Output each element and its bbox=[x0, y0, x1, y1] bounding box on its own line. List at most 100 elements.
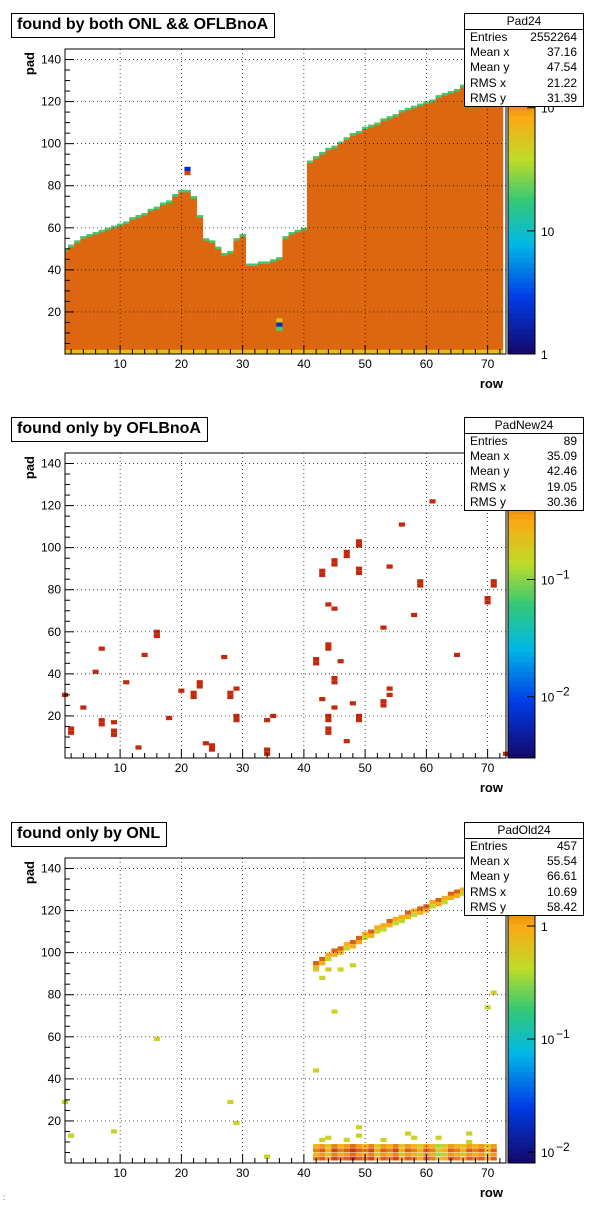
column-bottom-bin bbox=[270, 349, 277, 354]
data-bin bbox=[98, 722, 105, 727]
palette-bin bbox=[508, 630, 535, 637]
band-bin bbox=[404, 1148, 412, 1153]
column-edge-bin bbox=[362, 126, 369, 130]
column-bottom-bin bbox=[404, 349, 412, 354]
data-bin bbox=[68, 726, 75, 731]
palette-bin bbox=[508, 328, 535, 335]
diagonal-bin bbox=[441, 900, 448, 905]
data-bin bbox=[325, 602, 332, 607]
band-bin bbox=[374, 1148, 381, 1153]
data-column bbox=[123, 221, 130, 352]
palette-bin bbox=[508, 954, 535, 961]
footer-mark: : bbox=[3, 1193, 6, 1202]
diagonal-bin bbox=[355, 940, 363, 945]
plot-frame bbox=[64, 857, 507, 1164]
column-bottom-bin bbox=[490, 349, 498, 354]
data-column bbox=[184, 189, 191, 352]
palette-bin bbox=[508, 298, 535, 304]
palette-bin bbox=[508, 293, 535, 299]
stats-row-mean-y: Mean y 66.61 bbox=[470, 869, 577, 884]
palette-tick-label: 10 bbox=[541, 225, 555, 239]
palette-bin bbox=[508, 140, 535, 146]
data-bin bbox=[325, 642, 332, 647]
palette-bin bbox=[508, 712, 535, 718]
diagonal-bin bbox=[404, 910, 412, 915]
column-bottom-bin bbox=[74, 349, 81, 354]
diagonal-bin bbox=[343, 946, 350, 951]
data-bin bbox=[178, 688, 185, 693]
data-bin bbox=[110, 732, 118, 737]
band-bin bbox=[331, 1156, 338, 1161]
data-bin bbox=[233, 713, 240, 719]
column-edge-bin bbox=[319, 152, 326, 155]
column-edge-bin bbox=[239, 234, 246, 237]
data-bin bbox=[484, 1005, 491, 1010]
data-bin bbox=[227, 1099, 234, 1105]
palette-bin bbox=[508, 130, 535, 136]
diagonal-bin bbox=[337, 946, 344, 951]
data-bin bbox=[404, 1131, 412, 1136]
y-tick-label: 100 bbox=[41, 137, 61, 151]
y-tick-label: 20 bbox=[48, 1114, 62, 1128]
x-axis-title: row bbox=[480, 376, 504, 391]
column-edge-bin bbox=[92, 232, 99, 235]
data-bin bbox=[325, 967, 332, 972]
data-column bbox=[159, 202, 167, 352]
data-bin bbox=[233, 686, 240, 691]
palette-bin bbox=[508, 949, 535, 955]
x-tick-label: 50 bbox=[358, 1166, 372, 1180]
diagonal-bin bbox=[368, 929, 375, 934]
column-bottom-bin bbox=[282, 349, 289, 354]
diagonal-bin bbox=[386, 919, 393, 924]
palette-bin bbox=[508, 333, 535, 340]
palette-bin bbox=[508, 559, 535, 566]
palette-bin bbox=[508, 1076, 535, 1083]
diagonal-bin bbox=[331, 952, 338, 957]
column-bottom-bin bbox=[429, 349, 436, 354]
palette-tick-label: 1 bbox=[541, 348, 548, 362]
column-bottom-bin bbox=[319, 349, 326, 354]
palette-bin bbox=[508, 150, 535, 157]
palette-bin bbox=[508, 707, 535, 713]
column-bottom-bin bbox=[441, 349, 449, 354]
palette-bin bbox=[508, 1157, 535, 1164]
diagonal-bin bbox=[392, 916, 399, 922]
palette-bin bbox=[508, 247, 535, 253]
band-bin bbox=[368, 1152, 375, 1157]
column-edge-bin bbox=[447, 91, 455, 94]
y-tick-label: 80 bbox=[48, 583, 62, 597]
band-bin bbox=[331, 1144, 338, 1148]
diagonal-bin bbox=[337, 950, 344, 955]
chart-panel-both: 10 20 30 40 50 60 70 20 40 60 80 100 120 140 row pad 1 10… bbox=[0, 0, 600, 405]
diagonal-bin bbox=[435, 902, 442, 907]
palette-bin bbox=[508, 697, 535, 703]
column-edge-bin bbox=[374, 122, 381, 126]
band-bin bbox=[362, 1144, 369, 1148]
data-column bbox=[411, 105, 418, 352]
stats-box: PadOld24 Entries 457 Mean x 55.54 Mean y 66… bbox=[464, 822, 584, 916]
band-bin bbox=[404, 1144, 412, 1148]
band-bin bbox=[398, 1144, 405, 1148]
band-bin bbox=[441, 1144, 448, 1148]
column-bottom-bin bbox=[159, 349, 167, 354]
data-column bbox=[478, 76, 485, 352]
data-bin bbox=[110, 1129, 118, 1134]
column-bottom-bin bbox=[294, 349, 302, 354]
palette-bin bbox=[508, 990, 535, 996]
band-bin bbox=[319, 1152, 326, 1157]
palette-bin bbox=[508, 508, 535, 515]
stats-row-entries: Entries 89 bbox=[470, 434, 577, 448]
column-edge-bin bbox=[221, 253, 228, 256]
palette-bin bbox=[508, 115, 535, 121]
data-bin bbox=[233, 1120, 240, 1126]
data-bin bbox=[276, 318, 283, 323]
palette-bin bbox=[508, 171, 535, 177]
band-bin bbox=[392, 1144, 399, 1148]
data-column bbox=[117, 223, 124, 352]
stats-row-rms-y: RMS y 31.39 bbox=[470, 90, 577, 105]
palette-bin bbox=[508, 620, 535, 627]
band-bin bbox=[478, 1148, 485, 1153]
y-tick-label: 40 bbox=[48, 263, 62, 277]
data-bin bbox=[276, 326, 283, 331]
column-bottom-bin bbox=[417, 349, 424, 354]
